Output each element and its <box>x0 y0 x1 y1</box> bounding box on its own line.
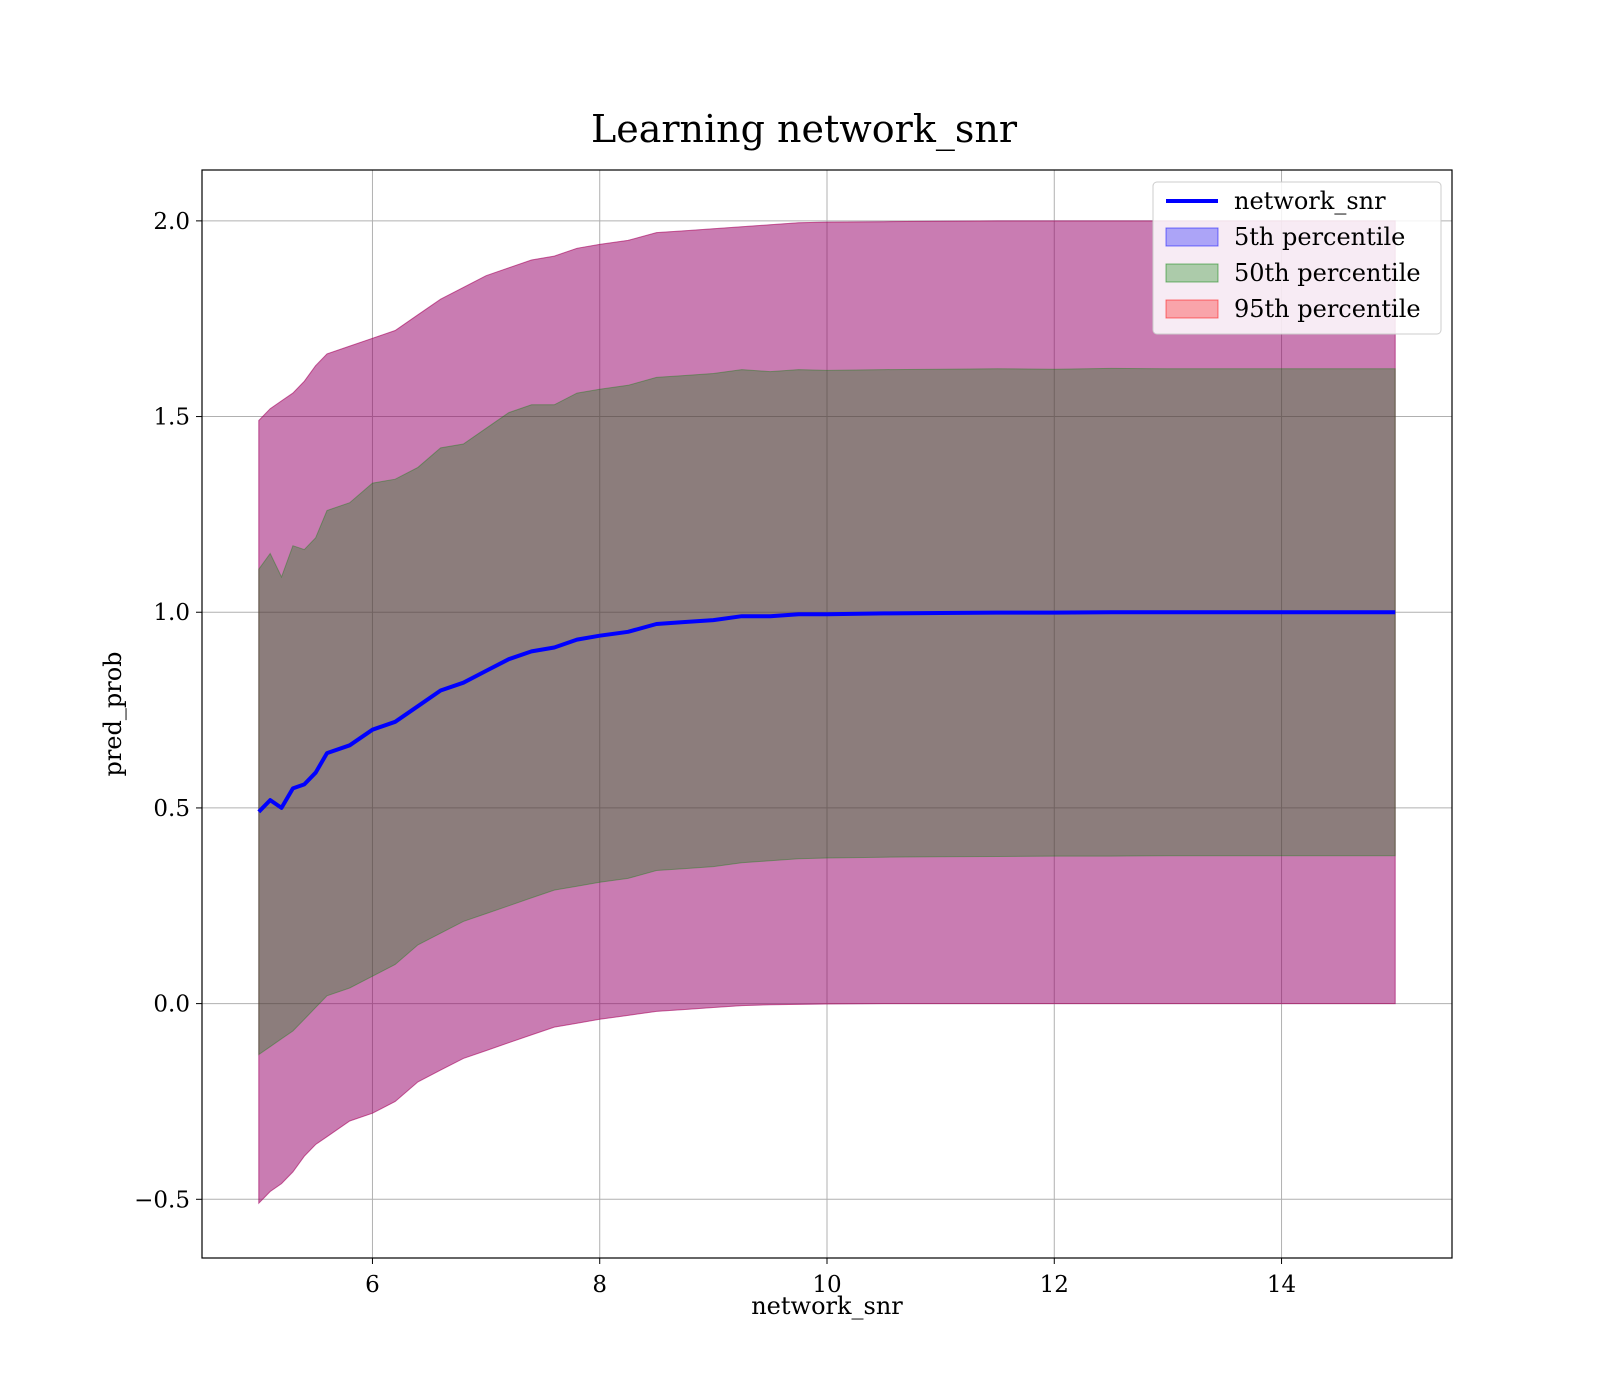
legend-patch <box>1165 263 1219 283</box>
axis-ticks: 6 8 10 12 14 −0.5 0.0 0.5 1.0 1.5 2.0 <box>134 209 1296 1298</box>
legend-label: network_snr <box>1234 187 1386 215</box>
y-tick-label: 0.5 <box>153 796 190 822</box>
x-tick-label: 14 <box>1267 1272 1296 1298</box>
series-line-network-snr <box>257 610 1396 814</box>
x-tick-label: 10 <box>812 1272 841 1298</box>
y-tick-label: 1.5 <box>153 405 190 431</box>
y-tick-label: 0.0 <box>153 992 190 1018</box>
legend-label: 50th percentile <box>1234 259 1421 287</box>
x-tick-label: 6 <box>365 1272 380 1298</box>
legend-label: 95th percentile <box>1234 295 1421 323</box>
legend-patch <box>1165 227 1219 247</box>
legend: network_snr 5th percentile 50th percentile… <box>1152 181 1442 335</box>
legend-patch <box>1165 299 1219 319</box>
x-tick-label: 12 <box>1040 1272 1069 1298</box>
band-5th-percentile <box>258 220 1396 1205</box>
band-50th-percentile <box>258 367 1396 1056</box>
y-tick-label: 1.0 <box>153 600 190 626</box>
x-axis-label: network_snr <box>751 1292 903 1320</box>
y-tick-label: 2.0 <box>153 209 190 235</box>
y-axis-label: pred_prob <box>99 651 127 776</box>
legend-label: 5th percentile <box>1234 223 1405 251</box>
series-lines <box>257 610 1396 814</box>
band-95th-percentile <box>258 220 1396 1205</box>
x-tick-label: 8 <box>592 1272 607 1298</box>
chart-title: Learning network_snr <box>591 107 1018 152</box>
legend-box <box>1152 181 1442 335</box>
y-tick-label: −0.5 <box>134 1187 190 1213</box>
percentile-bands <box>258 220 1396 1205</box>
